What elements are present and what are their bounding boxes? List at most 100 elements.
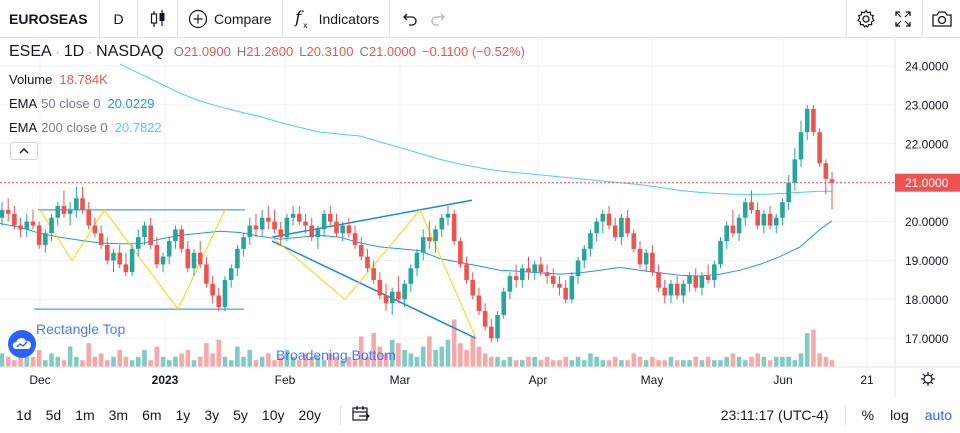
candle-body <box>160 256 166 265</box>
candle-body <box>736 217 742 234</box>
ema200-params: 200 close 0 <box>41 119 108 135</box>
volume-bar <box>736 356 742 367</box>
volume-bar <box>160 356 166 367</box>
ema200-legend[interactable]: EMA 200 close 0 20.7822 <box>9 115 531 139</box>
legend-interval: 1D <box>63 43 85 60</box>
candle-body <box>699 276 705 288</box>
volume-bar <box>612 356 618 367</box>
candle-body <box>98 233 104 245</box>
candle-body <box>600 213 606 222</box>
volume-bar <box>24 356 30 367</box>
undo-redo-group <box>390 0 458 38</box>
volume-bar <box>786 356 791 367</box>
symbol-legend: ESEA · 1D · NASDAQ O21.0900 H21.2800 L20.3… <box>9 43 531 67</box>
volume-bar <box>693 356 699 367</box>
volume-bar <box>464 350 469 367</box>
candle-body <box>557 283 562 288</box>
volume-bar <box>507 356 513 367</box>
candle-body <box>61 206 67 214</box>
range-6m[interactable]: 6m <box>142 407 162 423</box>
settings-button[interactable] <box>846 0 884 38</box>
percent-toggle[interactable]: % <box>861 407 875 423</box>
undo-icon[interactable] <box>400 10 418 28</box>
log-toggle[interactable]: log <box>890 407 909 423</box>
goto-date-button[interactable] <box>341 405 381 426</box>
volume-bar <box>365 356 370 367</box>
range-5d[interactable]: 5d <box>45 407 62 423</box>
volume-bar <box>284 350 290 367</box>
range-20y[interactable]: 20y <box>298 407 322 423</box>
volume-bar <box>408 353 414 367</box>
volume-bar <box>204 343 209 367</box>
candle-body <box>92 225 98 234</box>
candle-body <box>266 217 271 222</box>
candle-body <box>80 198 85 210</box>
chart-type-button[interactable] <box>138 0 178 38</box>
candle-body <box>173 229 178 242</box>
candle-body <box>693 276 699 288</box>
range-3y[interactable]: 3y <box>204 407 220 423</box>
volume-label: Volume <box>9 71 53 87</box>
volume-bar <box>266 353 271 367</box>
candle-body <box>798 132 804 160</box>
interval-button[interactable]: D <box>100 0 138 38</box>
volume-bar <box>476 346 482 367</box>
range-1d[interactable]: 1d <box>16 407 32 423</box>
volume-bar <box>532 356 537 367</box>
clock-timezone[interactable]: 23:11:17 (UTC-4) <box>721 405 846 425</box>
high-value: 21.2800 <box>246 44 294 59</box>
brand-logo[interactable] <box>8 330 36 358</box>
volume-bar <box>396 343 401 367</box>
last-price-tag <box>895 173 960 192</box>
screenshot-button[interactable] <box>922 0 960 38</box>
range-10y[interactable]: 10y <box>261 407 285 423</box>
candle-body <box>811 108 816 133</box>
range-1y[interactable]: 1y <box>175 407 191 423</box>
candle-body <box>315 229 321 238</box>
close-value: 21.0000 <box>368 44 416 59</box>
symbol-search-button[interactable]: EUROSEAS <box>0 0 100 38</box>
candle-body <box>222 279 228 308</box>
candle-body <box>674 283 680 296</box>
candle-body <box>656 272 661 288</box>
range-3m[interactable]: 3m <box>108 407 129 423</box>
candle-body <box>724 225 730 242</box>
volume-legend[interactable]: Volume 18.784K <box>9 67 531 91</box>
redo-icon[interactable] <box>430 10 448 28</box>
volume-bar <box>513 360 519 367</box>
axis-settings-icon[interactable] <box>921 372 935 386</box>
volume-bar <box>489 356 494 367</box>
candle-body <box>377 279 383 296</box>
legend-collapse-button[interactable] <box>10 142 38 160</box>
volume-bar <box>402 350 407 367</box>
time-axis-label: Mar <box>390 373 411 387</box>
volume-bar <box>222 356 228 367</box>
time-axis-label: Apr <box>529 373 548 387</box>
candle-body <box>204 264 209 284</box>
bottom-toolbar: 1d 5d 1m 3m 6m 1y 3y 5y 10y 20y 23:11:17 (UTC-4) … <box>0 397 960 433</box>
price-axis-label: 18.0000 <box>905 293 949 307</box>
candle-body <box>718 241 723 265</box>
volume-bar <box>581 360 587 367</box>
candle-body <box>179 229 184 249</box>
range-1m[interactable]: 1m <box>75 407 95 423</box>
volume-bar <box>569 360 575 367</box>
volume-bar <box>327 353 333 367</box>
fullscreen-button[interactable] <box>884 0 922 38</box>
candle-body <box>712 264 717 280</box>
volume-bar <box>43 360 48 367</box>
price-axis-label: 19.0000 <box>905 254 949 268</box>
candle-body <box>402 283 407 300</box>
compare-button[interactable]: Compare <box>178 0 283 38</box>
candle-body <box>278 229 284 238</box>
volume-bar <box>544 356 550 367</box>
ema50-legend[interactable]: EMA 50 close 0 20.0229 <box>9 91 531 115</box>
broadening-zigzag <box>271 208 477 339</box>
volume-bar <box>631 353 637 367</box>
range-5y[interactable]: 5y <box>233 407 248 423</box>
legend-exchange: NASDAQ <box>96 43 164 60</box>
auto-toggle[interactable]: auto <box>924 407 952 423</box>
